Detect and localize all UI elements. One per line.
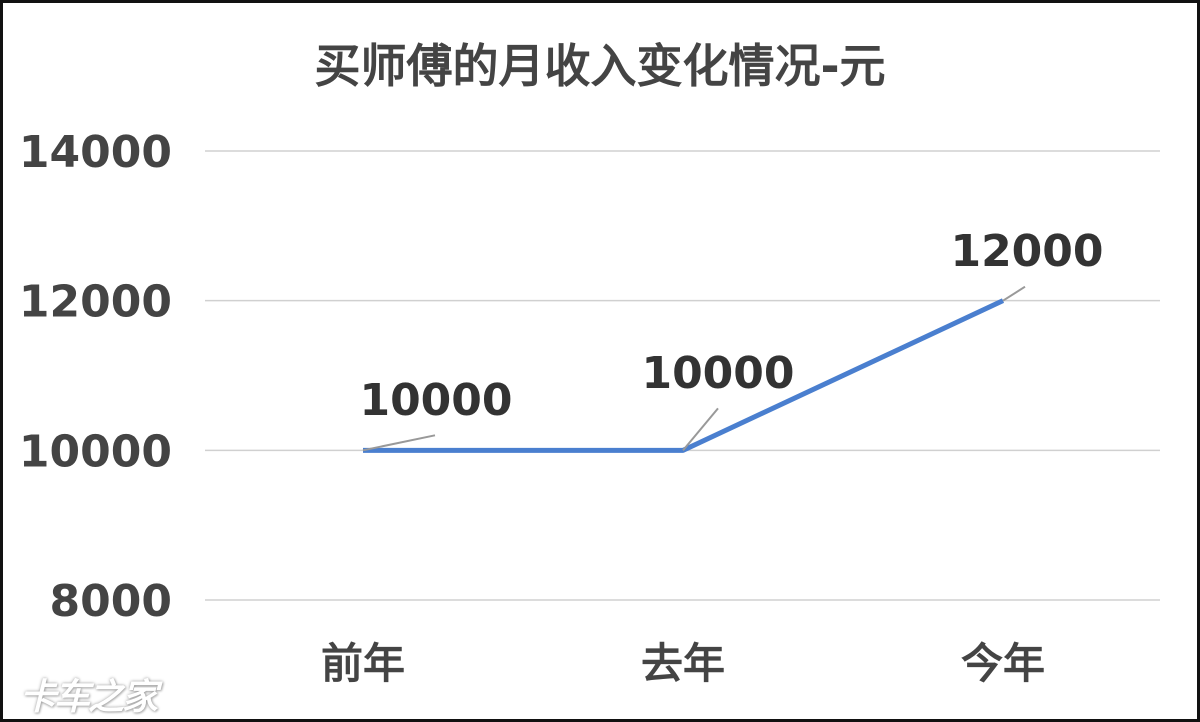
y-tick-label: 14000 [19,127,172,178]
leader-line [1002,285,1026,302]
data-label: 12000 [950,226,1103,277]
chart-title: 买师傅的月收入变化情况-元 [314,39,885,93]
y-tick-label: 10000 [19,426,172,477]
data-label: 10000 [641,348,794,399]
leader-line [682,407,719,451]
leader-line [362,434,436,452]
y-tick-label: 8000 [50,576,172,627]
data-label: 10000 [359,375,512,426]
x-tick-label: 去年 [641,639,725,688]
x-tick-label: 前年 [321,639,405,688]
y-tick-label: 12000 [19,277,172,328]
x-tick-label: 今年 [961,639,1045,688]
watermark-logo: 卡车之家 [20,677,158,718]
